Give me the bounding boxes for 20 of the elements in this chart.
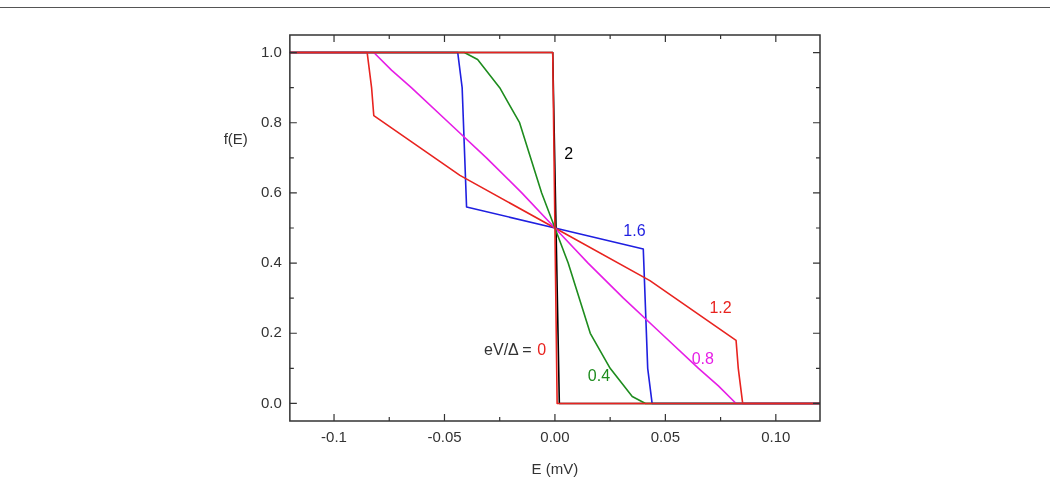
series-label: 1.6 bbox=[623, 221, 646, 239]
series-label: 0.4 bbox=[587, 367, 611, 385]
x-tick-label: -0.05 bbox=[427, 428, 462, 446]
x-tick-label: 0.05 bbox=[650, 428, 680, 446]
annotation: eV/Δ = bbox=[484, 341, 532, 359]
series-label: 0 bbox=[537, 341, 547, 359]
series-label: 0.8 bbox=[691, 350, 715, 368]
y-axis-title: f(E) bbox=[223, 130, 248, 148]
x-tick-label: 0.10 bbox=[761, 428, 791, 446]
y-tick-label: 0.8 bbox=[260, 112, 282, 130]
y-tick-label: 0.6 bbox=[260, 183, 282, 201]
series-label: 1.2 bbox=[709, 299, 732, 317]
y-tick-label: 0.2 bbox=[260, 323, 282, 341]
x-tick-label: -0.1 bbox=[321, 428, 347, 446]
y-tick-label: 1.0 bbox=[260, 42, 282, 60]
x-axis-title: E (mV) bbox=[531, 460, 579, 478]
series-label: 2 bbox=[564, 144, 574, 162]
y-tick-label: 0.4 bbox=[260, 253, 282, 271]
y-tick-label: 0.0 bbox=[260, 393, 282, 411]
x-tick-label: 0.00 bbox=[540, 428, 570, 446]
